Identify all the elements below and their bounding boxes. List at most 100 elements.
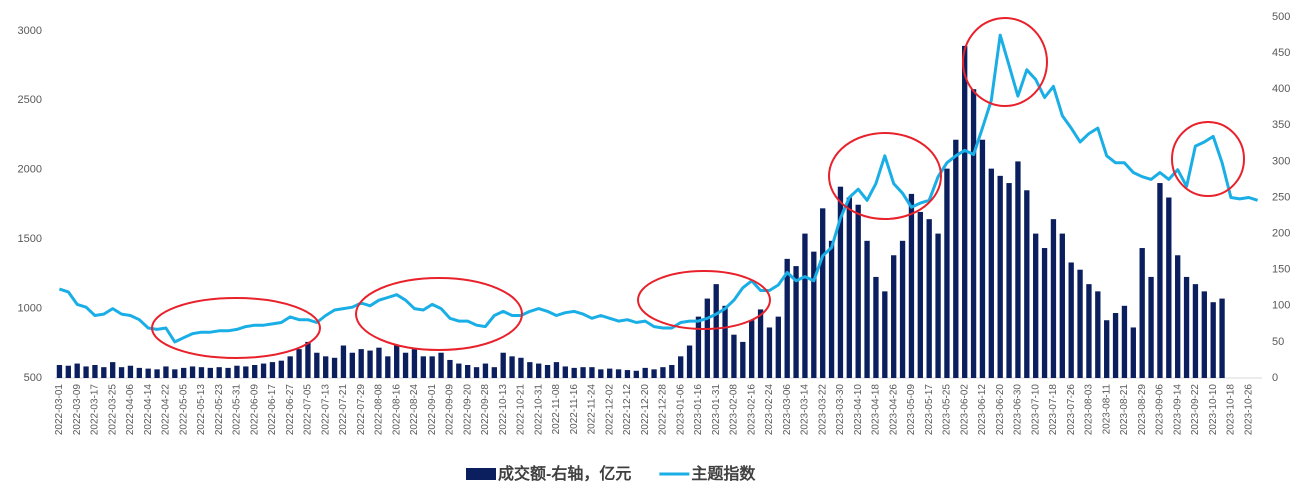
x-tick-label: 2023-01-31 <box>711 384 722 436</box>
x-tick-label: 2023-10-26 <box>1243 384 1254 436</box>
y2-tick-label: 400 <box>1272 83 1290 95</box>
bar <box>385 356 391 378</box>
bar <box>83 366 89 378</box>
x-tick-label: 2022-08-24 <box>409 384 420 436</box>
bar <box>651 369 657 378</box>
bar <box>660 367 666 378</box>
x-tick-label: 2023-01-16 <box>693 384 704 436</box>
x-tick-label: 2022-08-16 <box>391 384 402 436</box>
bar <box>784 258 790 378</box>
bar <box>518 357 524 378</box>
bar <box>846 197 852 378</box>
bar <box>296 349 302 378</box>
bar <box>642 367 648 378</box>
bar <box>1112 313 1119 378</box>
bar <box>1033 233 1039 378</box>
x-tick-label: 2023-08-03 <box>1084 384 1095 436</box>
legend-label: 主题指数 <box>691 464 756 483</box>
bar <box>749 320 755 378</box>
x-tick-label: 2023-07-26 <box>1066 384 1077 436</box>
y2-tick-label: 0 <box>1272 372 1278 384</box>
bar <box>1104 320 1110 378</box>
x-tick-label: 2023-03-22 <box>817 384 828 436</box>
bar <box>580 367 586 378</box>
bar <box>802 233 808 378</box>
highlight-circle <box>828 132 942 220</box>
x-tick-label: 2023-06-12 <box>977 384 988 436</box>
bar <box>136 367 142 378</box>
x-tick-label: 2022-04-06 <box>125 384 136 436</box>
bar <box>323 356 329 378</box>
x-tick-label: 2022-12-02 <box>604 384 615 436</box>
x-tick-label: 2023-04-10 <box>853 384 864 436</box>
bar <box>571 367 577 378</box>
bar <box>56 365 63 378</box>
bar <box>775 316 781 378</box>
bar <box>189 366 196 378</box>
highlight-circle <box>355 277 523 351</box>
bar <box>287 356 293 378</box>
bar <box>331 357 338 378</box>
x-tick-label: 2023-06-20 <box>995 384 1006 436</box>
x-tick-label: 2022-08-08 <box>374 384 385 436</box>
annotations <box>151 17 1245 359</box>
bar <box>358 349 364 378</box>
bar <box>118 367 125 378</box>
bar <box>1024 190 1030 378</box>
x-tick-label: 2022-12-28 <box>658 384 669 436</box>
bar <box>935 233 941 378</box>
x-tick-label: 2022-03-01 <box>54 384 65 436</box>
bar <box>1139 248 1145 378</box>
bar <box>65 365 71 378</box>
x-tick-label: 2022-10-13 <box>498 384 509 436</box>
bar <box>731 334 737 378</box>
bar <box>1192 284 1199 378</box>
legend-label: 成交额-右轴，亿元 <box>498 464 631 483</box>
bar <box>997 175 1003 378</box>
x-tick-label: 2022-05-13 <box>196 384 207 436</box>
x-tick-label: 2023-03-14 <box>800 384 811 436</box>
bar <box>1219 298 1225 378</box>
x-tick-label: 2022-11-24 <box>587 384 598 435</box>
bar <box>1166 197 1172 378</box>
x-tick-label: 2022-09-01 <box>427 384 438 436</box>
x-tick-label: 2022-07-21 <box>338 384 349 436</box>
highlight-circle <box>151 297 321 359</box>
bar <box>1157 183 1163 378</box>
bar <box>970 89 977 378</box>
x-tick-label: 2023-05-09 <box>906 384 917 436</box>
bar <box>1041 248 1048 378</box>
bar <box>305 341 311 378</box>
bar <box>891 255 897 378</box>
bar <box>536 363 542 378</box>
bar <box>420 356 426 378</box>
bar <box>686 345 693 378</box>
bar <box>598 369 604 378</box>
y-tick-label: 2500 <box>18 94 42 106</box>
bar <box>1148 276 1154 378</box>
x-tick-label: 2023-09-06 <box>1155 384 1166 436</box>
x-tick-label: 2023-02-24 <box>764 384 775 436</box>
bar <box>207 367 213 378</box>
bar <box>154 369 160 378</box>
bar <box>500 352 506 378</box>
bar <box>402 352 409 378</box>
bar <box>349 352 355 378</box>
y-tick-label: 3000 <box>18 25 42 37</box>
bar <box>394 345 400 378</box>
bar <box>837 186 844 378</box>
bar <box>243 366 249 378</box>
bar <box>553 362 560 378</box>
x-tick-label: 2022-10-21 <box>516 384 527 436</box>
bar <box>828 240 835 378</box>
bar <box>1077 269 1083 378</box>
x-tick-label: 2023-07-10 <box>1030 384 1041 436</box>
x-tick-label: 2022-06-27 <box>285 384 296 436</box>
bar <box>793 266 799 378</box>
bar <box>438 352 444 378</box>
bar <box>926 219 932 378</box>
x-tick-label: 2022-11-08 <box>551 384 562 435</box>
bar <box>447 359 453 378</box>
bar <box>917 211 923 378</box>
